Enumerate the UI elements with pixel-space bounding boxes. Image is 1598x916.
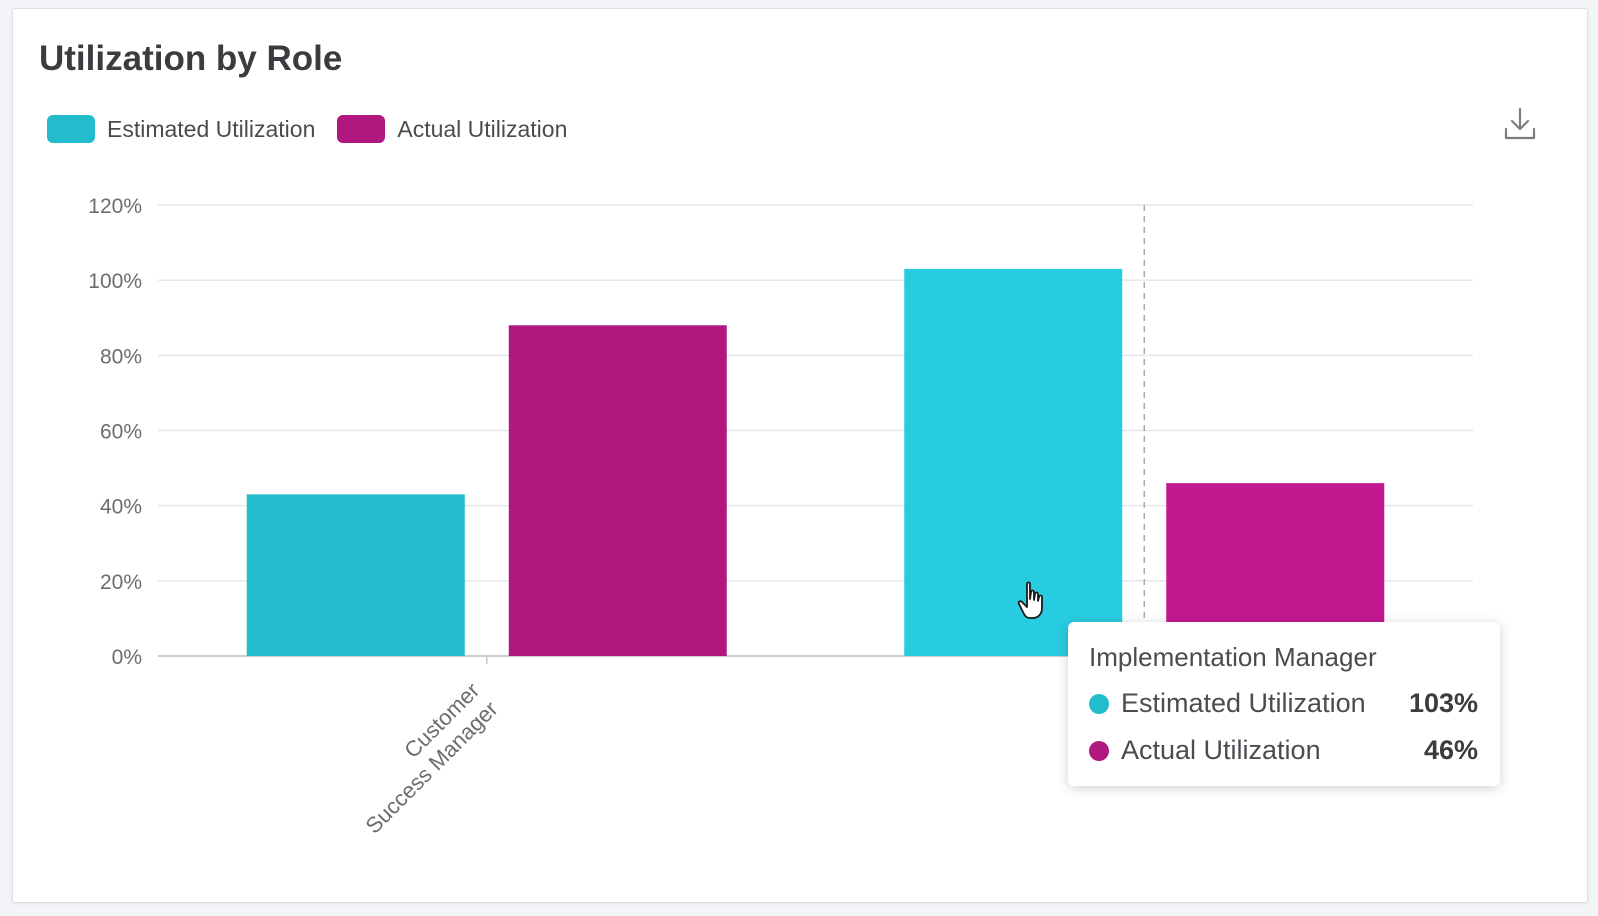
tooltip-value-actual: 46%	[1423, 735, 1478, 765]
tooltip-dot-actual	[1089, 740, 1109, 761]
bar-actual-0[interactable]	[508, 325, 727, 656]
download-icon[interactable]	[1503, 105, 1537, 145]
legend-label-estimated: Estimated Utilization	[107, 115, 316, 142]
y-tick-label: 40%	[100, 496, 142, 519]
legend-label-actual: Actual Utilization	[397, 115, 568, 142]
tooltip-row-actual: Actual Utilization 46%	[1089, 734, 1478, 767]
hand-pointer-icon	[1017, 581, 1043, 619]
chart-card: Utilization by Role Estimated Utilizatio…	[12, 8, 1588, 903]
legend-swatch-actual	[337, 115, 386, 143]
bar-estimated-0[interactable]	[246, 494, 465, 656]
y-tick-label: 80%	[100, 345, 142, 368]
tooltip-title: Implementation Manager	[1089, 642, 1377, 672]
chart-tooltip: Implementation Manager Estimated Utiliza…	[1068, 622, 1500, 786]
chart-bars	[246, 268, 1385, 656]
y-tick-label: 20%	[100, 571, 142, 594]
legend-item-actual[interactable]: Actual Utilization	[337, 115, 567, 143]
tooltip-value-estimated: 103%	[1408, 688, 1478, 718]
y-tick-label: 0%	[112, 646, 142, 669]
y-tick-label: 100%	[88, 270, 142, 293]
y-tick-label: 60%	[100, 421, 142, 444]
tooltip-row-estimated: Estimated Utilization 103%	[1089, 687, 1478, 720]
bar-estimated-1[interactable]	[904, 268, 1123, 656]
tooltip-label-actual: Actual Utilization	[1121, 735, 1321, 765]
legend-item-estimated[interactable]: Estimated Utilization	[47, 115, 315, 143]
tooltip-dot-estimated	[1089, 693, 1109, 714]
legend-swatch-estimated	[47, 115, 95, 143]
chart-legend: Estimated Utilization Actual Utilization	[47, 115, 589, 143]
tooltip-label-estimated: Estimated Utilization	[1121, 688, 1366, 718]
y-tick-label: 120%	[88, 195, 142, 218]
card-title: Utilization by Role	[39, 39, 343, 78]
